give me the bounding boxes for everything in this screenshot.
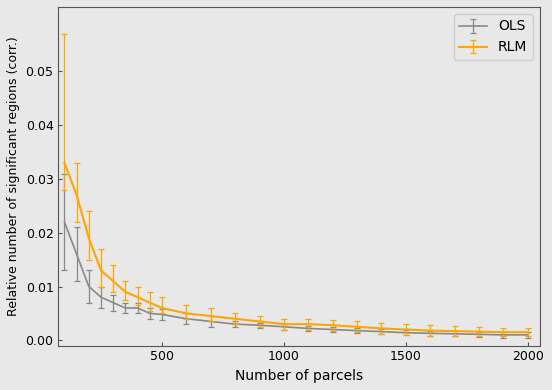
Y-axis label: Relative number of significant regions (corr.): Relative number of significant regions (… [7,36,20,316]
X-axis label: Number of parcels: Number of parcels [235,369,363,383]
Legend: OLS, RLM: OLS, RLM [454,14,533,60]
